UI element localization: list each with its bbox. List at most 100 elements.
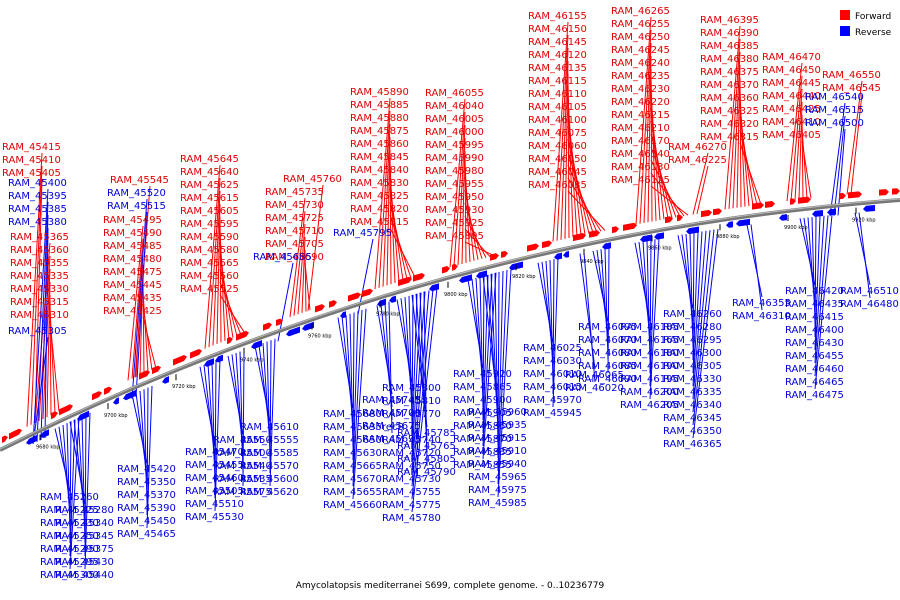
- forward-gene-label: RAM_45615: [180, 193, 239, 204]
- forward-gene-arrow: [612, 226, 619, 234]
- reverse-gene-label: RAM_46465: [785, 377, 844, 388]
- reverse-gene-label: RAM_45260: [40, 492, 99, 503]
- label-leader-line: [352, 312, 355, 461]
- reverse-gene-arrow: [554, 252, 562, 260]
- reverse-gene-label: RAM_45620: [240, 487, 299, 498]
- forward-gene-label: RAM_45355: [10, 258, 69, 269]
- forward-gene-arrow: [452, 263, 458, 271]
- reverse-gene-label: RAM_45695: [362, 434, 421, 445]
- label-leader-line: [649, 238, 660, 400]
- forward-gene-label: RAM_46425: [762, 104, 821, 115]
- label-leader-line: [204, 164, 221, 349]
- reverse-gene-label: RAM_45795: [333, 228, 392, 239]
- label-leader-line: [81, 416, 86, 544]
- forward-gene-label: RAM_46320: [700, 119, 759, 130]
- reverse-gene-label: RAM_45745: [362, 395, 421, 406]
- forward-gene-label: RAM_45645: [180, 154, 239, 165]
- reverse-gene-label: RAM_45535: [213, 474, 272, 485]
- forward-gene-label: RAM_46235: [611, 71, 670, 82]
- label-leader-line: [142, 303, 153, 371]
- tick-label: 9700 kbp: [104, 413, 128, 419]
- reverse-gene-label: RAM_45610: [240, 422, 299, 433]
- forward-gene-label: RAM_45480: [103, 254, 162, 265]
- reverse-gene-label: RAM_46280: [663, 322, 722, 333]
- label-leader-line: [854, 212, 871, 286]
- reverse-gene-label: RAM_45800: [382, 383, 441, 394]
- forward-gene-label: RAM_46155: [528, 11, 587, 22]
- reverse-gene-label: RAM_46500: [805, 118, 864, 129]
- label-leader-line: [560, 47, 569, 240]
- reverse-gene-label: RAM_45665: [323, 461, 382, 472]
- reverse-gene-label: RAM_45250: [40, 531, 99, 542]
- reverse-gene-label: RAM_45370: [117, 490, 176, 501]
- label-leader-line: [650, 185, 689, 216]
- reverse-gene-label: RAM_46195: [620, 374, 679, 385]
- reverse-gene-label: RAM_45900: [453, 395, 512, 406]
- label-leader-line: [858, 212, 871, 299]
- reverse-gene-label: RAM_45295: [40, 557, 99, 568]
- forward-gene-arrow: [329, 300, 337, 308]
- forward-gene-label: RAM_46035: [528, 180, 587, 191]
- forward-gene-label: RAM_46140: [611, 149, 670, 160]
- label-leader-line: [411, 294, 414, 435]
- label-leader-line: [650, 159, 681, 217]
- reverse-gene-label: RAM_46435: [785, 299, 844, 310]
- label-leader-line: [378, 110, 391, 288]
- reverse-gene-label: RAM_45350: [117, 477, 176, 488]
- reverse-gene-label: RAM_45380: [8, 217, 67, 228]
- reverse-gene-label: RAM_45585: [240, 448, 299, 459]
- reverse-gene-label: RAM_45555: [240, 435, 299, 446]
- forward-gene-label: RAM_46075: [528, 128, 587, 139]
- forward-gene-arrow: [51, 411, 58, 420]
- label-leader-line: [352, 308, 367, 500]
- reverse-gene-label: RAM_45675: [362, 421, 421, 432]
- forward-gene-label: RAM_46110: [528, 89, 587, 100]
- forward-gene-label: RAM_45955: [425, 179, 484, 190]
- tick-label: 9720 kbp: [172, 384, 196, 390]
- label-leader-line: [649, 239, 656, 387]
- reverse-gene-label: RAM_45395: [8, 191, 67, 202]
- forward-gene-arrow: [2, 435, 8, 444]
- forward-gene-label: RAM_45735: [265, 187, 324, 198]
- label-leader-line: [497, 269, 512, 498]
- forward-gene-arrow: [362, 288, 373, 298]
- label-leader-line: [692, 232, 695, 361]
- forward-gene-label: RAM_45435: [103, 293, 162, 304]
- forward-gene-arrow: [665, 216, 673, 224]
- forward-gene-label: RAM_46380: [700, 54, 759, 65]
- label-leader-line: [497, 271, 500, 459]
- label-leader-line: [814, 216, 817, 338]
- forward-gene-label: RAM_46220: [611, 97, 670, 108]
- forward-gene-label: RAM_46050: [528, 154, 587, 165]
- forward-gene-label: RAM_46130: [611, 162, 670, 173]
- reverse-gene-label: RAM_45865: [453, 382, 512, 393]
- reverse-gene-label: RAM_45290: [40, 544, 99, 555]
- label-leader-line: [482, 272, 497, 460]
- label-leader-line: [219, 281, 242, 335]
- label-leader-line: [219, 255, 234, 338]
- label-leader-line: [131, 238, 144, 379]
- forward-gene-arrow: [190, 348, 202, 359]
- label-leader-line: [44, 227, 49, 439]
- forward-gene-label: RAM_45880: [350, 113, 409, 124]
- reverse-gene-label: RAM_45910: [468, 446, 527, 457]
- label-leader-line: [449, 98, 466, 268]
- label-leader-line: [814, 216, 821, 351]
- reverse-gene-arrow: [827, 208, 836, 216]
- reverse-gene-label: RAM_45505: [185, 486, 244, 497]
- reverse-gene-label: RAM_45805: [397, 454, 456, 465]
- reverse-gene-label: RAM_45905: [453, 408, 512, 419]
- forward-gene-arrow: [765, 200, 775, 208]
- reverse-gene-label: RAM_45450: [117, 516, 176, 527]
- reverse-gene-label: RAM_45470: [185, 447, 244, 458]
- label-leader-line: [497, 269, 508, 485]
- reverse-gene-label: RAM_45390: [117, 503, 176, 514]
- reverse-gene-arrow: [726, 221, 733, 228]
- label-leader-line: [814, 215, 829, 377]
- forward-gene-label: RAM_46040: [425, 101, 484, 112]
- reverse-gene-arrow: [286, 326, 300, 337]
- reverse-gene-label: RAM_45975: [468, 485, 527, 496]
- forward-gene-label: RAM_45445: [103, 280, 162, 291]
- reverse-gene-arrow: [77, 410, 89, 421]
- reverse-gene-arrow: [640, 234, 652, 243]
